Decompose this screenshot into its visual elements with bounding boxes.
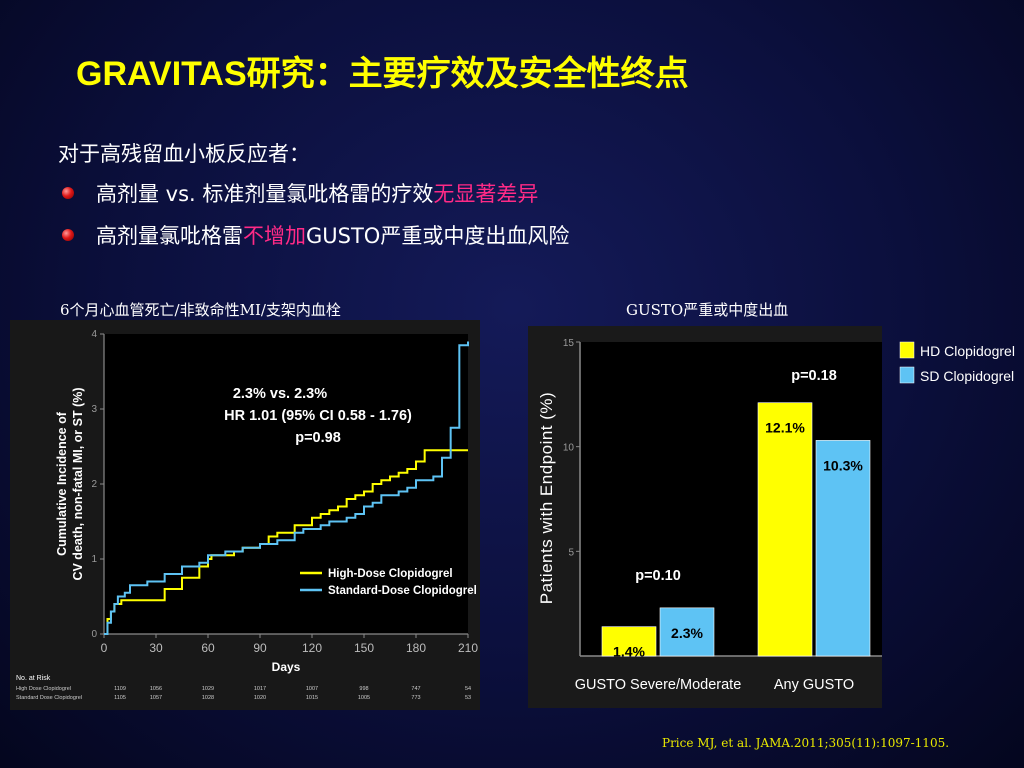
bullet-bleeding: 高剂量氯吡格雷不增加GUSTO严重或中度出血风险 (62, 220, 569, 250)
km-annotation-p: p=0.98 (295, 430, 341, 446)
km-chart: 0 1 2 3 4 0 30 60 90 120 150 180 210 Cumulative Inc… (10, 320, 480, 710)
km-x-tick-label: 0 (101, 641, 108, 655)
bar-legend-label-hd: HD Clopidogrel (920, 343, 1015, 359)
bar-category-label-1: Any GUSTO (774, 677, 854, 693)
bar-value-label: 12.1% (765, 420, 805, 436)
km-line-standard-dose (104, 341, 469, 635)
bar-sd-1 (815, 440, 871, 657)
risk-table-cell: 1105 (114, 695, 126, 701)
km-annotation-rates: 2.3% vs. 2.3% (233, 386, 327, 402)
bar-legend-swatch-hd (899, 341, 915, 359)
slide-title: GRAVITAS研究：主要疗效及安全性终点 (76, 55, 689, 93)
bullet-highlight: 无显著差异 (433, 182, 539, 206)
risk-table-cell: 1109 (114, 686, 126, 692)
bullet-dot-icon (62, 229, 74, 241)
bar-y-tick-label: 10 (563, 443, 575, 454)
risk-table-cell: 773 (411, 695, 420, 701)
km-x-tick-label: 60 (201, 641, 215, 655)
risk-table-cell: 1056 (150, 686, 162, 692)
km-legend-label-sd: Standard-Dose Clopidogrel (328, 585, 477, 597)
bar-pvalue-0: p=0.10 (635, 568, 681, 584)
km-series-lines (104, 341, 469, 635)
intro-text: 对于高残留血小板反应者： (58, 142, 310, 166)
km-y-ticks: 0 1 2 3 4 (91, 329, 104, 640)
km-y-tick-label: 2 (91, 479, 97, 490)
km-y-tick-label: 1 (91, 554, 97, 565)
bar-sd-0 (659, 607, 715, 657)
risk-table-cell: 53 (465, 695, 471, 701)
bar-value-label: 10.3% (823, 457, 863, 473)
bar-y-tick-label: 15 (563, 338, 575, 349)
risk-table-cell: 1017 (254, 686, 266, 692)
km-x-tick-label: 150 (354, 641, 374, 655)
risk-table-cell: 54 (465, 686, 471, 692)
risk-table-cell: 1020 (254, 695, 266, 701)
bar-value-label: 1.4% (613, 644, 645, 660)
bar-category-label-0: GUSTO Severe/Moderate (575, 677, 742, 693)
risk-table-cell: 1029 (202, 686, 214, 692)
bar-series-bars: 1.4% 12.1% 2.3% 10.3% (601, 402, 871, 660)
right-chart-caption: GUSTO严重或中度出血 (626, 301, 789, 319)
bar-pvalue-1: p=0.18 (791, 368, 837, 384)
bar-y-tick-label: 5 (568, 547, 574, 558)
risk-table-cell: 1015 (306, 695, 318, 701)
km-y-tick-label: 3 (91, 404, 97, 415)
bar-y-ticks: 5 10 15 (563, 338, 580, 558)
left-chart-caption: 6个月心血管死亡/非致命性MI/支架内血栓 (60, 301, 341, 319)
bullet-text: 高剂量氯吡格雷 (96, 224, 243, 248)
km-legend-label-hd: High-Dose Clopidogrel (328, 568, 453, 580)
km-x-label: Days (272, 660, 301, 674)
km-x-ticks: 0 30 60 90 120 150 180 210 (101, 634, 478, 655)
bar-legend-swatch-sd (899, 366, 915, 384)
km-annotation-hr: HR 1.01 (95% CI 0.58 - 1.76) (224, 408, 412, 424)
bar-value-label: 2.3% (671, 625, 703, 641)
bullet-highlight: 不增加 (243, 224, 306, 248)
bar-hd-1 (757, 402, 813, 657)
km-x-tick-label: 120 (302, 641, 322, 655)
km-x-tick-label: 90 (253, 641, 267, 655)
risk-table-cell: 747 (411, 686, 420, 692)
km-x-tick-label: 30 (149, 641, 163, 655)
km-x-tick-label: 210 (458, 641, 478, 655)
km-y-tick-label: 4 (91, 329, 97, 340)
risk-table-cell: 1028 (202, 695, 214, 701)
km-x-tick-label: 180 (406, 641, 426, 655)
citation: Price MJ, et al. JAMA.2011;305(11):1097-… (662, 736, 950, 750)
bullet-text: 高剂量 vs. 标准剂量氯吡格雷的疗效 (96, 182, 434, 206)
km-y-label-line2: CV death, non-fatal MI, or ST (%) (71, 387, 85, 580)
bar-y-label: Patients with Endpoint (%) (537, 392, 556, 604)
bullet-efficacy: 高剂量 vs. 标准剂量氯吡格雷的疗效无显著差异 (62, 178, 538, 208)
risk-table-cell: 1057 (150, 695, 162, 701)
bar-legend-label-sd: SD Clopidogrel (920, 368, 1014, 384)
bullet-text-post: GUSTO严重或中度出血风险 (306, 224, 570, 248)
bleeding-bar-chart: 5 10 15 1.4% 12.1% 2.3% 10.3% Patients with E… (528, 326, 1015, 708)
km-line-high-dose (104, 449, 468, 635)
risk-table-cell: 998 (359, 686, 368, 692)
risk-table-header: No. at Risk (16, 675, 51, 682)
risk-row-label-hd: High Dose Clopidogrel (16, 686, 71, 692)
km-y-label-line1: Cumulative Incidence of (55, 411, 69, 556)
km-y-tick-label: 0 (91, 629, 97, 640)
risk-table-cell: 1007 (306, 686, 318, 692)
bar-hd-0 (601, 626, 657, 657)
risk-row-label-sd: Standard Dose Clopidogrel (16, 695, 82, 701)
risk-table-cell: 1005 (358, 695, 370, 701)
risk-table-values: 1109 1056 1029 1017 1007 998 747 54 1105 1057 1028… (114, 686, 471, 701)
km-plot-area (104, 334, 468, 634)
bullet-dot-icon (62, 187, 74, 199)
